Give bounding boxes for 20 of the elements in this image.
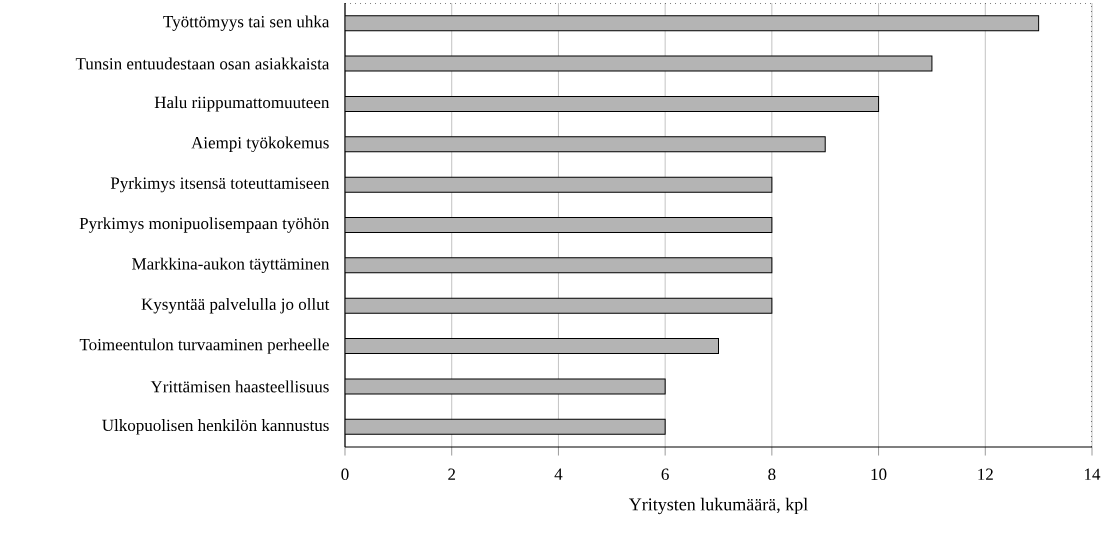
y-tick-label: Markkina-aukon täyttäminen bbox=[132, 257, 330, 274]
y-tick-label: Ulkopuolisen henkilön kannustus bbox=[102, 419, 329, 435]
y-tick-label: Työttömyys tai sen uhka bbox=[163, 15, 330, 31]
x-tick-label: 10 bbox=[871, 468, 887, 481]
y-tick-label: Tunsin entuudestaan osan asiakkaista bbox=[75, 57, 330, 70]
y-tick-label: Halu riippumattomuuteen bbox=[154, 96, 330, 112]
x-tick-label: 14 bbox=[1085, 468, 1101, 480]
x-tick-label: 0 bbox=[341, 468, 349, 481]
y-tick-label: Kysyntää palvelulla jo ollut bbox=[141, 298, 330, 314]
x-axis-title: Yritysten lukumäärä, kpl bbox=[628, 497, 808, 515]
x-tick-label: 6 bbox=[661, 468, 669, 481]
x-tick-label: 4 bbox=[554, 468, 563, 480]
y-tick-label: Pyrkimys monipuolisempaan työhön bbox=[79, 217, 330, 233]
x-tick-label: 8 bbox=[768, 468, 776, 481]
y-tick-label: Toimeentulon turvaaminen perheelle bbox=[79, 338, 329, 354]
y-tick-label: Yrittämisen haasteellisuus bbox=[150, 380, 329, 393]
x-tick-label: 12 bbox=[978, 468, 993, 480]
y-tick-label: Pyrkimys itsensä toteuttamiseen bbox=[110, 176, 330, 193]
y-tick-label: Aiempi työkokemus bbox=[191, 136, 329, 153]
x-tick-label: 2 bbox=[448, 468, 456, 480]
